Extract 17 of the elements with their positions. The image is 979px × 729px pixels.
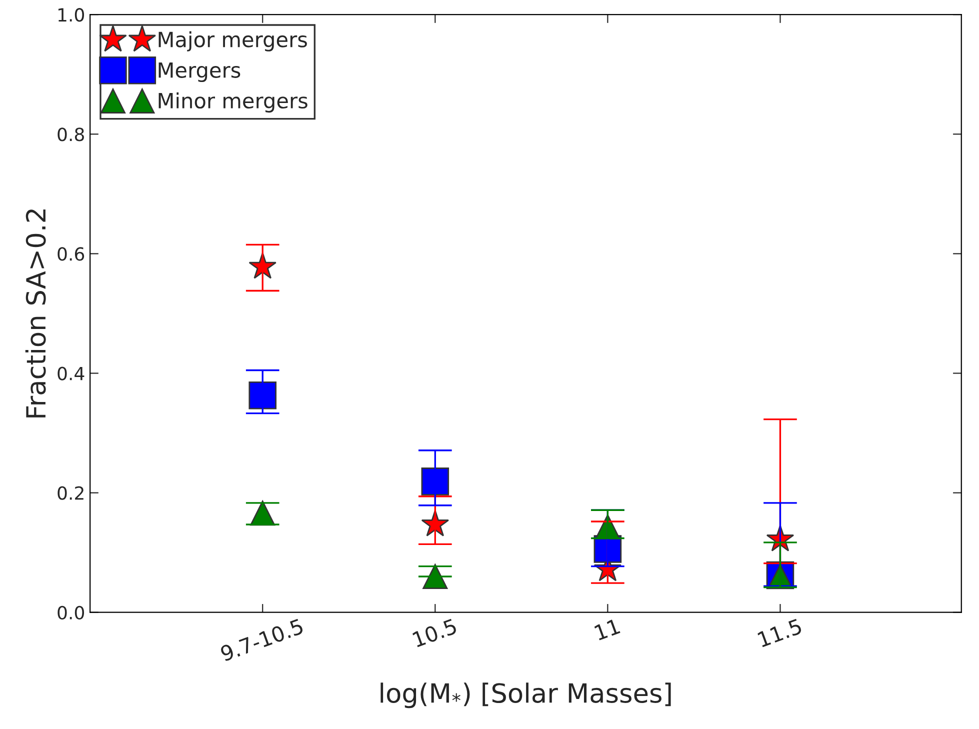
y-tick-label: 0.8 — [58, 128, 84, 142]
point — [248, 381, 276, 410]
y-tick-label: 1.0 — [58, 8, 84, 22]
legend-label: Mergers — [158, 62, 240, 82]
x-tick-label: 11 — [594, 618, 620, 640]
y-axis-title: Fraction SA>0.2 — [25, 210, 46, 418]
y-tick-label: 0.2 — [58, 486, 84, 500]
y-tick-label: 0.0 — [58, 606, 84, 620]
y-tick-label: 0.6 — [58, 247, 84, 261]
point — [421, 468, 450, 496]
legend-label: Minor mergers — [158, 92, 308, 113]
x-tick-label: 11.5 — [757, 618, 802, 648]
x-axis-title: log(M$_{*}$) [Solar Masses] — [380, 682, 671, 708]
x-tick-label: 10.5 — [412, 618, 458, 648]
y-tick-label: 0.4 — [58, 366, 84, 380]
legend-label: Major mergers — [158, 31, 307, 52]
point — [422, 564, 448, 589]
